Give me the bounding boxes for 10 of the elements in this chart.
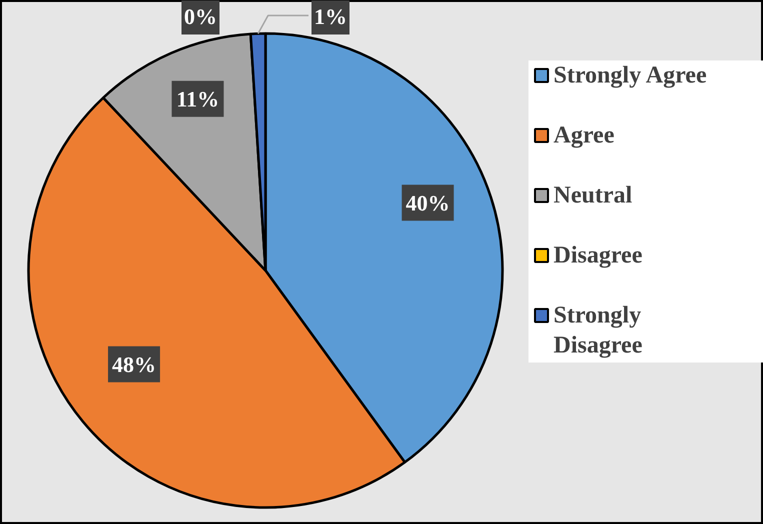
legend-label: Strongly Disagree [554, 302, 643, 358]
legend-label: Strongly Agree [554, 62, 707, 88]
text: 0% [184, 4, 217, 29]
data-label: 40% [406, 190, 450, 216]
legend-label: Neutral [554, 182, 632, 208]
data-label: 48% [112, 352, 156, 377]
legend-label: Disagree [554, 242, 643, 268]
data-label: 11% [176, 86, 220, 112]
legend-label: Agree [554, 122, 615, 148]
data-label: 1% [314, 4, 347, 29]
